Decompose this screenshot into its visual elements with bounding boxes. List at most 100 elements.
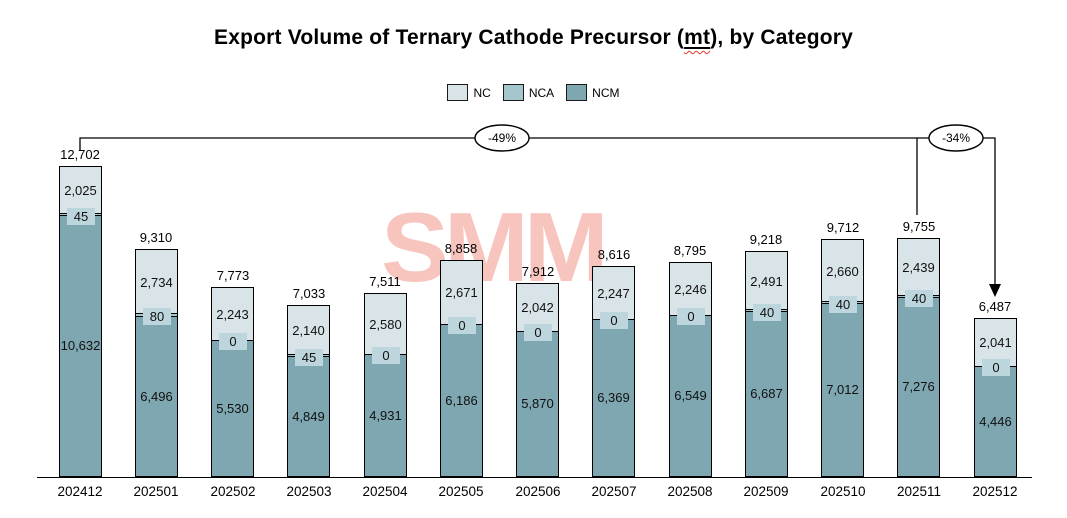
label-nc-202502: 2,243 — [216, 307, 249, 322]
label-nca-202507: 0 — [600, 312, 628, 329]
total-label-202505: 8,858 — [444, 241, 478, 256]
bar-202501: 2,734 80 6,496 — [135, 249, 178, 477]
segment-ncm-202504 — [365, 354, 406, 476]
segment-ncm-202508 — [670, 315, 711, 476]
label-ncm-202512: 4,446 — [979, 414, 1012, 429]
legend-swatch-ncm — [566, 84, 588, 101]
label-ncm-202504: 4,931 — [369, 408, 402, 423]
bar-202511: 2,439 40 7,276 — [897, 238, 940, 477]
label-nca-202506: 0 — [524, 324, 552, 341]
label-nc-202505: 2,671 — [445, 285, 478, 300]
bar-202510: 2,660 40 7,012 — [821, 239, 864, 477]
label-ncm-202510: 7,012 — [826, 382, 859, 397]
total-label-202504: 7,511 — [369, 274, 401, 289]
x-axis-line — [37, 477, 1032, 478]
legend-item-ncm: NCM — [566, 84, 620, 101]
legend-label-ncm: NCM — [592, 85, 620, 100]
chart-title-text: Export Volume of Ternary Cathode Precurs… — [213, 26, 685, 49]
label-nca-202512: 0 — [982, 359, 1010, 376]
chart-title: Export Volume of Ternary Cathode Precurs… — [0, 26, 1067, 50]
legend: NC NCA NCM — [0, 84, 1067, 101]
label-nca-202511: 40 — [905, 290, 933, 307]
total-label-202506: 7,912 — [521, 264, 555, 279]
segment-ncm-202511 — [898, 297, 939, 476]
label-nca-202412: 45 — [67, 208, 95, 225]
bar-202503: 2,140 45 4,849 — [287, 305, 330, 477]
x-axis-label-202503: 202503 — [286, 484, 332, 499]
label-ncm-202412: 10,632 — [60, 338, 101, 353]
x-axis-label-202504: 202504 — [362, 484, 408, 499]
chart-title-mt-underline: mt — [684, 26, 710, 49]
x-axis-label-202511: 202511 — [896, 484, 942, 499]
segment-ncm-202510 — [822, 303, 863, 476]
bar-202509: 2,491 40 6,687 — [745, 251, 788, 477]
label-ncm-202511: 7,276 — [902, 379, 935, 394]
total-label-202412: 12,702 — [60, 147, 100, 162]
label-nca-202502: 0 — [219, 333, 247, 350]
x-axis-label-202507: 202507 — [591, 484, 637, 499]
total-label-202511: 9,755 — [902, 219, 936, 234]
label-nc-202508: 2,246 — [674, 282, 707, 297]
total-label-202502: 7,773 — [216, 268, 250, 283]
label-ncm-202509: 6,687 — [750, 386, 783, 401]
legend-label-nca: NCA — [528, 85, 555, 100]
legend-item-nc: NC — [447, 84, 491, 101]
x-axis-label-202508: 202508 — [667, 484, 713, 499]
total-label-202507: 8,616 — [597, 247, 631, 262]
label-nca-202505: 0 — [448, 317, 476, 334]
label-ncm-202507: 6,369 — [597, 390, 630, 405]
label-nc-202510: 2,660 — [826, 264, 859, 279]
label-nc-202512: 2,041 — [979, 335, 1012, 350]
label-nca-202501: 80 — [143, 308, 171, 325]
label-nc-202509: 2,491 — [750, 274, 783, 289]
label-nc-202503: 2,140 — [292, 323, 325, 338]
label-nc-202506: 2,042 — [521, 300, 554, 315]
x-axis-label-202509: 202509 — [743, 484, 789, 499]
total-label-202503: 7,033 — [292, 286, 326, 301]
bar-202512: 2,041 0 4,446 — [974, 318, 1017, 477]
legend-swatch-nc — [447, 84, 469, 101]
x-axis-label-202512: 202512 — [972, 484, 1018, 499]
segment-ncm-202509 — [746, 311, 787, 476]
segment-ncm-202506 — [517, 331, 558, 476]
label-nc-202504: 2,580 — [369, 317, 402, 332]
x-axis-label-202502: 202502 — [210, 484, 256, 499]
label-nca-202509: 40 — [753, 304, 781, 321]
x-axis-label-202505: 202505 — [438, 484, 484, 499]
chart-title-tail: ), by Category — [710, 26, 854, 49]
label-ncm-202506: 5,870 — [521, 396, 554, 411]
chart-title-mt: mt — [684, 26, 711, 49]
bar-202504: 2,580 0 4,931 — [364, 293, 407, 477]
label-ncm-202503: 4,849 — [292, 409, 325, 424]
label-nca-202510: 40 — [829, 296, 857, 313]
label-nca-202508: 0 — [677, 308, 705, 325]
bar-202508: 2,246 0 6,549 — [669, 262, 712, 477]
legend-label-nc: NC — [473, 85, 491, 100]
label-ncm-202501: 6,496 — [140, 389, 173, 404]
x-axis-label-202506: 202506 — [515, 484, 561, 499]
bar-202412: 2,025 45 10,632 — [59, 166, 102, 477]
label-ncm-202502: 5,530 — [216, 401, 249, 416]
x-axis-label-202510: 202510 — [820, 484, 866, 499]
bar-202505: 2,671 0 6,186 — [440, 260, 483, 477]
label-nca-202504: 0 — [372, 347, 400, 364]
total-label-202510: 9,712 — [826, 220, 860, 235]
label-nc-202501: 2,734 — [140, 275, 173, 290]
legend-item-nca: NCA — [502, 84, 555, 101]
bar-202502: 2,243 0 5,530 — [211, 287, 254, 477]
segment-ncm-202512 — [975, 366, 1016, 476]
total-label-202509: 9,218 — [749, 232, 783, 247]
x-axis-label-202412: 202412 — [57, 484, 103, 499]
bar-202507: 2,247 0 6,369 — [592, 266, 635, 477]
label-nca-202503: 45 — [295, 349, 323, 366]
label-nc-202511: 2,439 — [902, 260, 935, 275]
label-nc-202507: 2,247 — [597, 286, 630, 301]
segment-ncm-202505 — [441, 324, 482, 476]
x-axis-label-202501: 202501 — [133, 484, 179, 499]
total-label-202508: 8,795 — [673, 243, 707, 258]
legend-swatch-nca — [502, 84, 524, 101]
segment-ncm-202502 — [212, 340, 253, 476]
label-ncm-202508: 6,549 — [674, 388, 707, 403]
